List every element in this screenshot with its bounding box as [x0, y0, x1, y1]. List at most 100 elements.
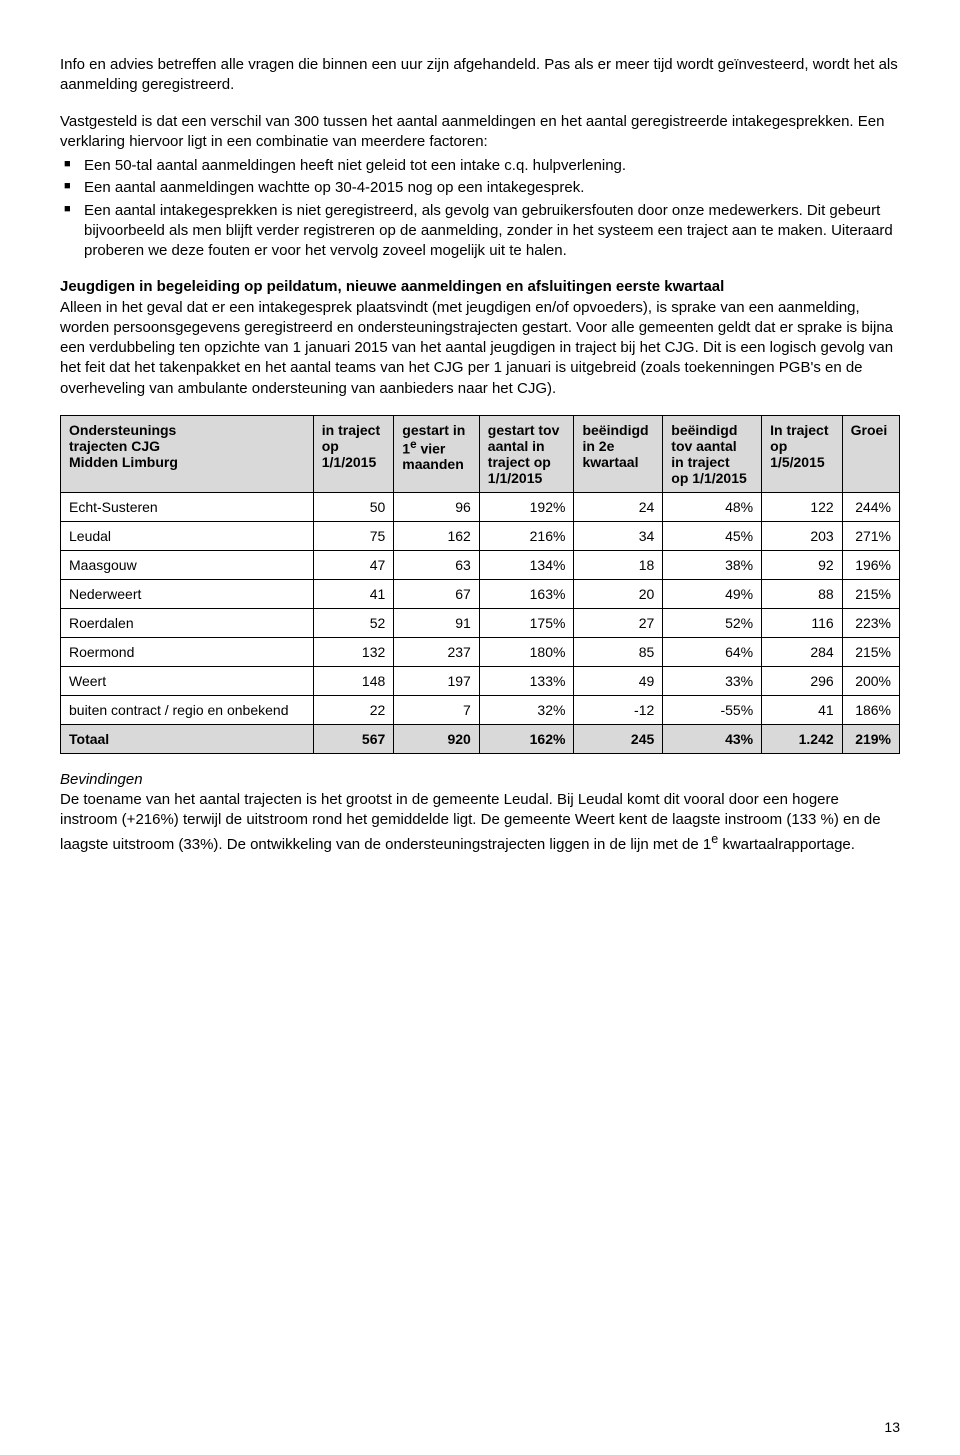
table-cell: 52% — [663, 608, 762, 637]
table-cell: 271% — [842, 521, 899, 550]
col-header-text: op — [322, 438, 339, 454]
table-cell: 38% — [663, 550, 762, 579]
table-cell: 67 — [394, 579, 480, 608]
table-cell: 91 — [394, 608, 480, 637]
table-cell: 43% — [663, 724, 762, 753]
col-header-text: vier — [417, 440, 446, 456]
col-header-text: beëindigd — [582, 422, 648, 438]
col-header-4: beëindigd in 2e kwartaal — [574, 415, 663, 492]
table-cell: 196% — [842, 550, 899, 579]
table-cell: 122 — [762, 492, 843, 521]
col-header-3: gestart tov aantal in traject op 1/1/201… — [479, 415, 574, 492]
table-cell: 223% — [842, 608, 899, 637]
page: Info en advies betreffen alle vragen die… — [0, 0, 960, 1455]
table-cell: 148 — [313, 666, 394, 695]
table-cell: 216% — [479, 521, 574, 550]
paragraph-intro-2: Vastgesteld is dat een verschil van 300 … — [60, 112, 900, 153]
table-cell: 296 — [762, 666, 843, 695]
col-header-text: in traject — [322, 422, 380, 438]
table-cell: 50 — [313, 492, 394, 521]
col-header-text: 1/1/2015 — [322, 454, 377, 470]
table-cell: -55% — [663, 695, 762, 724]
table-cell: 180% — [479, 637, 574, 666]
table-cell: 116 — [762, 608, 843, 637]
table-row: Echt-Susteren5096192%2448%122244% — [61, 492, 900, 521]
table-cell: 85 — [574, 637, 663, 666]
table-cell: 52 — [313, 608, 394, 637]
table-row: Roerdalen5291175%2752%116223% — [61, 608, 900, 637]
findings-block: Bevindingen De toename van het aantal tr… — [60, 770, 900, 855]
list-item: Een aantal aanmeldingen wachtte op 30-4-… — [60, 178, 900, 198]
col-header-text: op — [770, 438, 787, 454]
table-cell: 20 — [574, 579, 663, 608]
table-cell: 48% — [663, 492, 762, 521]
table-cell: 49 — [574, 666, 663, 695]
table-row: buiten contract / regio en onbekend22732… — [61, 695, 900, 724]
table-cell: Roermond — [61, 637, 314, 666]
col-header-1: in traject op 1/1/2015 — [313, 415, 394, 492]
col-header-text: kwartaal — [582, 454, 638, 470]
table-row: Roermond132237180%8564%284215% — [61, 637, 900, 666]
table-cell: 47 — [313, 550, 394, 579]
table-cell: 215% — [842, 637, 899, 666]
table-cell: 45% — [663, 521, 762, 550]
col-header-text: tov aantal — [671, 438, 736, 454]
col-header-text: Ondersteunings — [69, 422, 176, 438]
table-cell: 920 — [394, 724, 480, 753]
table-cell: 133% — [479, 666, 574, 695]
table-cell: 219% — [842, 724, 899, 753]
bullet-list: Een 50-tal aantal aanmeldingen heeft nie… — [60, 156, 900, 261]
col-header-text: Midden Limburg — [69, 454, 178, 470]
table-cell: 200% — [842, 666, 899, 695]
col-header-2: gestart in 1e vier maanden — [394, 415, 480, 492]
col-header-text: maanden — [402, 456, 463, 472]
data-table: Ondersteunings trajecten CJG Midden Limb… — [60, 415, 900, 754]
table-cell: 34 — [574, 521, 663, 550]
findings-body-part2: kwartaalrapportage. — [718, 836, 855, 853]
col-header-text: 1 — [402, 440, 410, 456]
table-cell: 203 — [762, 521, 843, 550]
table-cell: 197 — [394, 666, 480, 695]
table-cell: 175% — [479, 608, 574, 637]
table-cell: Totaal — [61, 724, 314, 753]
table-cell: Echt-Susteren — [61, 492, 314, 521]
table-cell: 132 — [313, 637, 394, 666]
table-cell: 192% — [479, 492, 574, 521]
list-item: Een aantal intakegesprekken is niet gere… — [60, 201, 900, 262]
table-cell: 88 — [762, 579, 843, 608]
col-header-text: beëindigd — [671, 422, 737, 438]
col-header-text: gestart tov — [488, 422, 560, 438]
table-cell: 7 — [394, 695, 480, 724]
table-head: Ondersteunings trajecten CJG Midden Limb… — [61, 415, 900, 492]
table-cell: 244% — [842, 492, 899, 521]
table-cell: 134% — [479, 550, 574, 579]
table-cell: 49% — [663, 579, 762, 608]
table-cell: 162% — [479, 724, 574, 753]
table-row: Weert148197133%4933%296200% — [61, 666, 900, 695]
table-cell: 32% — [479, 695, 574, 724]
col-header-text: traject op — [488, 454, 551, 470]
table-cell: Weert — [61, 666, 314, 695]
table-cell: Maasgouw — [61, 550, 314, 579]
table-cell: 163% — [479, 579, 574, 608]
table-row: Leudal75162216%3445%203271% — [61, 521, 900, 550]
findings-title: Bevindingen — [60, 771, 143, 788]
table-cell: 64% — [663, 637, 762, 666]
col-header-6: In traject op 1/5/2015 — [762, 415, 843, 492]
table-row: Maasgouw4763134%1838%92196% — [61, 550, 900, 579]
table-cell: Nederweert — [61, 579, 314, 608]
table-cell: 24 — [574, 492, 663, 521]
paragraph-intro-1: Info en advies betreffen alle vragen die… — [60, 55, 900, 96]
table-cell: 63 — [394, 550, 480, 579]
table-cell: 22 — [313, 695, 394, 724]
section-body: Alleen in het geval dat er een intakeges… — [60, 299, 893, 397]
table-cell: 162 — [394, 521, 480, 550]
col-header-text: in 2e — [582, 438, 614, 454]
table-cell: Roerdalen — [61, 608, 314, 637]
table-cell: 215% — [842, 579, 899, 608]
col-header-0: Ondersteunings trajecten CJG Midden Limb… — [61, 415, 314, 492]
col-header-5: beëindigd tov aantal in traject op 1/1/2… — [663, 415, 762, 492]
table-total-row: Totaal567920162%24543%1.242219% — [61, 724, 900, 753]
col-header-text: 1/5/2015 — [770, 454, 825, 470]
table-cell: -12 — [574, 695, 663, 724]
